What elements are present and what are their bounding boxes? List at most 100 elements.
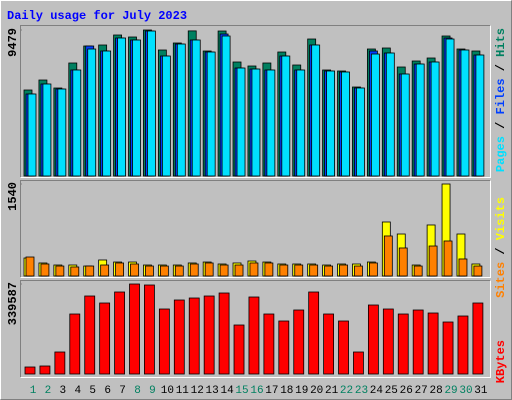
bar: [370, 53, 380, 177]
bar: [251, 68, 261, 177]
bar: [221, 35, 231, 177]
bar: [24, 366, 36, 375]
bar: [415, 63, 425, 177]
x-tick-label: 10: [161, 385, 174, 397]
x-tick-label: 1: [30, 385, 37, 397]
bar: [323, 313, 335, 375]
bar: [161, 55, 171, 177]
x-tick-label: 12: [191, 385, 204, 397]
panel-edge: [20, 25, 491, 178]
x-tick-label: 7: [119, 385, 126, 397]
x-tick-label: 9: [149, 385, 156, 397]
bar: [460, 49, 470, 177]
bar: [100, 264, 110, 277]
x-tick-label: 15: [235, 385, 248, 397]
bar: [234, 264, 244, 277]
x-tick-label: 19: [295, 385, 308, 397]
bar: [84, 295, 96, 375]
bar: [159, 265, 169, 277]
legend-entry: Visits: [494, 197, 508, 240]
bar: [397, 313, 409, 375]
bar: [354, 265, 363, 277]
legend-separator: /: [494, 57, 508, 79]
bar: [266, 69, 276, 177]
bar: [39, 365, 51, 375]
x-tick-label: 18: [280, 385, 293, 397]
bar: [25, 256, 35, 277]
bar: [102, 50, 112, 177]
bar: [158, 308, 170, 375]
bar: [473, 265, 483, 277]
x-tick-label: 26: [400, 385, 413, 397]
legend-entry: KBytes: [494, 340, 508, 383]
bar: [145, 265, 154, 277]
legend-separator: /: [494, 114, 508, 136]
bar: [475, 54, 485, 177]
bar: [188, 297, 200, 375]
bar: [99, 302, 111, 375]
x-tick-label: 13: [206, 385, 219, 397]
legend-entry: Hits: [494, 28, 508, 57]
x-tick-label: 8: [134, 385, 141, 397]
bar: [278, 320, 290, 375]
bar: [206, 51, 216, 177]
x-tick-label: 21: [325, 385, 339, 397]
bar: [308, 291, 320, 375]
legend: KBytes: [494, 340, 508, 383]
bar: [458, 258, 468, 277]
panel-edge: [20, 25, 491, 178]
bar: [413, 265, 423, 277]
bar: [367, 304, 379, 375]
bar: [385, 52, 395, 177]
bar: [248, 296, 260, 375]
bar: [132, 39, 141, 177]
bar: [70, 266, 80, 277]
bar: [324, 265, 334, 277]
bar: [191, 39, 201, 177]
bar: [398, 247, 408, 277]
x-tick-label: 20: [310, 385, 323, 397]
bar: [412, 309, 424, 375]
y-tick-label: 1540: [6, 182, 20, 211]
x-tick-label: 27: [415, 385, 428, 397]
x-tick-label: 5: [89, 385, 96, 397]
bar: [356, 87, 365, 177]
bar: [87, 48, 97, 177]
bar: [445, 38, 455, 177]
x-tick-label: 28: [430, 385, 443, 397]
x-tick-label: 3: [60, 385, 67, 397]
bar: [42, 83, 52, 177]
chart-title: Daily usage for July 2023: [7, 9, 187, 23]
bar: [368, 262, 378, 277]
bar: [281, 55, 291, 177]
x-tick-label: 24: [370, 385, 384, 397]
bar: [115, 262, 124, 277]
bar: [236, 67, 246, 177]
x-tick-label: 22: [340, 385, 353, 397]
bar: [339, 264, 348, 277]
bar: [203, 295, 215, 375]
bar: [383, 235, 393, 277]
panel-edge: [20, 180, 491, 278]
bar: [85, 265, 95, 277]
bar: [294, 264, 304, 277]
y-tick-label: 9479: [6, 28, 20, 57]
bar: [263, 313, 275, 375]
bar: [117, 37, 126, 177]
x-tick-label: 30: [459, 385, 472, 397]
x-tick-label: 2: [45, 385, 52, 397]
x-tick-label: 17: [265, 385, 278, 397]
bar: [249, 262, 259, 277]
bar: [189, 263, 199, 277]
x-tick-label: 4: [74, 385, 81, 397]
bar: [443, 240, 453, 277]
bar: [457, 315, 469, 375]
bar: [233, 324, 245, 375]
bar: [130, 263, 139, 277]
bar: [57, 88, 67, 177]
panel-edge: [20, 280, 491, 378]
bar: [69, 313, 81, 375]
bar: [338, 320, 349, 375]
legend-separator: /: [494, 240, 508, 262]
